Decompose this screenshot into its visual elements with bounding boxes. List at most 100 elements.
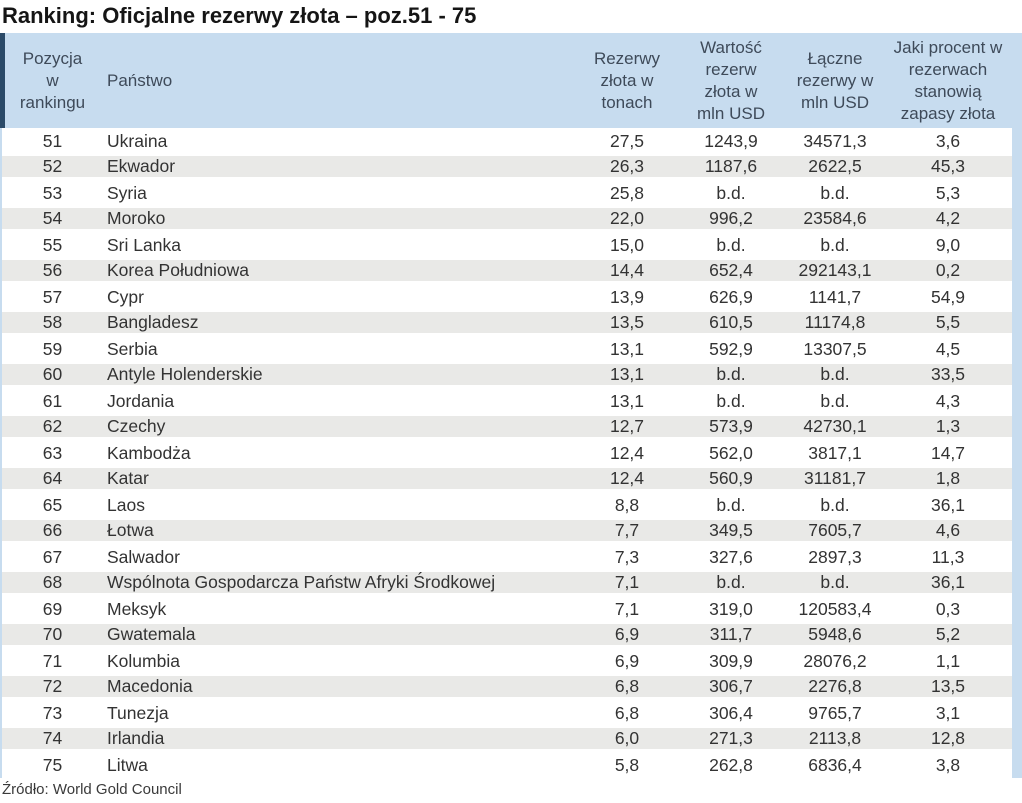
gold-tonnes-cell: 6,0	[614, 728, 640, 748]
gold-value-usd-cell: b.d.	[716, 182, 746, 203]
table-row: 57 Cypr 13,9 626,9 1141,7 54,9	[0, 284, 1012, 310]
country-cell: Ukraina	[107, 130, 168, 151]
total-reserves-cell: 34571,3	[803, 130, 867, 151]
rank-cell: 73	[42, 702, 63, 723]
gold-tonnes-cell: 13,1	[609, 390, 645, 411]
column-header-rank: Pozycja w rankingu	[19, 48, 86, 112]
gold-tonnes-cell: 13,1	[609, 364, 645, 384]
country-cell: Wspólnota Gospodarcza Państw Afryki Środ…	[107, 572, 496, 592]
column-header-country: Państwo	[107, 70, 173, 90]
rank-cell: 72	[42, 676, 63, 696]
gold-tonnes-cell: 7,7	[614, 520, 640, 540]
rank-cell: 60	[42, 364, 63, 384]
country-cell: Bangladesz	[107, 312, 199, 332]
gold-percent-cell: 14,7	[930, 442, 966, 463]
gold-value-usd-cell: 610,5	[709, 312, 753, 332]
gold-value-usd-cell: 319,0	[709, 598, 753, 619]
country-cell: Moroko	[107, 208, 166, 228]
gold-percent-cell: 3,1	[935, 702, 961, 723]
table-row: 52 Ekwador 26,3 1187,6 2622,5 45,3	[0, 154, 1012, 180]
gold-percent-cell: 5,3	[935, 182, 961, 203]
total-reserves-cell: 11174,8	[804, 312, 866, 332]
table-row: 69 Meksyk 7,1 319,0 120583,4 0,3	[0, 596, 1012, 622]
total-reserves-cell: 31181,7	[804, 468, 866, 488]
table-row: 51 Ukraina 27,5 1243,9 34571,3 3,6	[0, 128, 1012, 154]
table-row: 74 Irlandia 6,0 271,3 2113,8 12,8	[0, 726, 1012, 752]
gold-value-usd-cell: 271,3	[709, 728, 753, 748]
country-cell: Korea Południowa	[107, 260, 250, 280]
gold-percent-cell: 1,3	[935, 416, 961, 436]
table-row: 67 Salwador 7,3 327,6 2897,3 11,3	[0, 544, 1012, 570]
rank-cell: 61	[42, 390, 63, 411]
gold-tonnes-cell: 5,8	[614, 754, 640, 775]
rank-cell: 70	[42, 624, 63, 644]
country-cell: Antyle Holenderskie	[107, 364, 263, 384]
table-row: 66 Łotwa 7,7 349,5 7605,7 4,6	[0, 518, 1012, 544]
total-reserves-cell: b.d.	[820, 364, 850, 384]
gold-percent-cell: 1,8	[935, 468, 961, 488]
country-cell: Łotwa	[107, 520, 154, 540]
gold-value-usd-cell: 562,0	[709, 442, 753, 463]
total-reserves-cell: 7605,7	[808, 520, 862, 540]
country-cell: Gwatemala	[107, 624, 196, 644]
header-left-accent	[0, 33, 5, 128]
gold-percent-cell: 5,2	[935, 624, 961, 644]
rank-cell: 63	[42, 442, 63, 463]
gold-percent-cell: 11,3	[931, 546, 965, 567]
total-reserves-cell: 2622,5	[808, 156, 862, 176]
gold-tonnes-cell: 26,3	[609, 156, 645, 176]
table-row: 72 Macedonia 6,8 306,7 2276,8 13,5	[0, 674, 1012, 700]
gold-reserves-table: Pozycja w rankingu Państwo Rezerwy złota…	[0, 33, 1022, 778]
gold-percent-cell: 54,9	[930, 286, 966, 307]
country-cell: Tunezja	[107, 702, 169, 723]
table-row: 73 Tunezja 6,8 306,4 9765,7 3,1	[0, 700, 1012, 726]
gold-tonnes-cell: 27,5	[609, 130, 645, 151]
total-reserves-cell: 42730,1	[803, 416, 867, 436]
source-caption: Źródło: World Gold Council	[2, 781, 182, 798]
total-reserves-cell: 1141,7	[808, 286, 862, 307]
total-reserves-cell: b.d.	[820, 234, 850, 255]
total-reserves-cell: b.d.	[820, 182, 850, 203]
gold-value-usd-cell: 327,6	[709, 546, 753, 567]
total-reserves-cell: b.d.	[820, 390, 850, 411]
rank-cell: 69	[42, 598, 63, 619]
gold-percent-cell: 45,3	[930, 156, 966, 176]
total-reserves-cell: 120583,4	[798, 598, 872, 619]
gold-tonnes-cell: 15,0	[609, 234, 645, 255]
rank-cell: 71	[42, 650, 63, 671]
total-reserves-cell: b.d.	[820, 494, 850, 515]
gold-percent-cell: 13,5	[930, 676, 966, 696]
rank-cell: 55	[42, 234, 63, 255]
column-header-gold-percent: Jaki procent w rezerwach stanowią zapasy…	[893, 37, 1003, 123]
table-row: 68 Wspólnota Gospodarcza Państw Afryki Śr…	[0, 570, 1012, 596]
gold-value-usd-cell: b.d.	[716, 572, 746, 592]
gold-tonnes-cell: 7,1	[614, 572, 640, 592]
country-cell: Litwa	[107, 754, 148, 775]
table-row: 54 Moroko 22,0 996,2 23584,6 4,2	[0, 206, 1012, 232]
rank-cell: 74	[42, 728, 63, 748]
table-row: 56 Korea Południowa 14,4 652,4 292143,1 0,2	[0, 258, 1012, 284]
gold-percent-cell: 9,0	[935, 234, 961, 255]
rank-cell: 54	[42, 208, 63, 228]
country-cell: Irlandia	[107, 728, 165, 748]
country-cell: Kolumbia	[107, 650, 180, 671]
gold-value-usd-cell: b.d.	[716, 364, 746, 384]
total-reserves-cell: 23584,6	[803, 208, 867, 228]
gold-value-usd-cell: b.d.	[716, 390, 746, 411]
country-cell: Salwador	[107, 546, 180, 567]
gold-percent-cell: 12,8	[930, 728, 966, 748]
table-row: 61 Jordania 13,1 b.d. b.d. 4,3	[0, 388, 1012, 414]
country-cell: Serbia	[107, 338, 158, 359]
country-cell: Laos	[107, 494, 145, 515]
gold-percent-cell: 4,2	[935, 208, 961, 228]
column-header-total-reserves: Łączne rezerwy w mln USD	[796, 48, 874, 112]
country-cell: Kambodża	[107, 442, 191, 463]
gold-value-usd-cell: 626,9	[709, 286, 753, 307]
gold-value-usd-cell: 652,4	[709, 260, 753, 280]
gold-value-usd-cell: 573,9	[709, 416, 753, 436]
rank-cell: 67	[42, 546, 63, 567]
rank-cell: 58	[42, 312, 63, 332]
table-row: 71 Kolumbia 6,9 309,9 28076,2 1,1	[0, 648, 1012, 674]
column-header-gold-tonnes: Rezerwy złota w tonach	[593, 48, 661, 112]
total-reserves-cell: 28076,2	[803, 650, 867, 671]
